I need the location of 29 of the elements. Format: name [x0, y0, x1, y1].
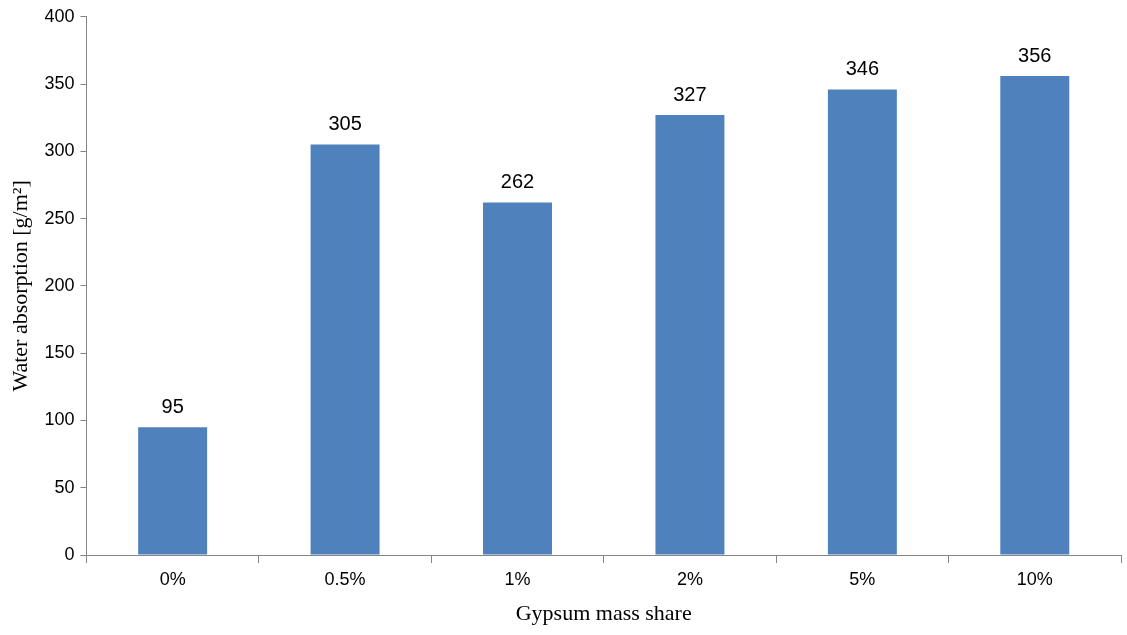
data-label: 327	[673, 82, 707, 105]
y-axis-title: Water absorption [g/m²]	[6, 180, 32, 392]
bar	[655, 115, 725, 555]
data-label: 356	[1018, 43, 1052, 66]
data-label: 262	[500, 169, 535, 192]
bar	[310, 144, 380, 555]
x-tick-label: 10%	[1016, 568, 1053, 589]
x-tick-label: 5%	[849, 568, 876, 589]
bar	[483, 202, 552, 555]
x-tick-label: 0%	[159, 568, 186, 589]
bar	[827, 89, 897, 555]
bar	[138, 427, 208, 555]
y-tick-label: 150	[44, 342, 75, 363]
y-tick-label: 300	[44, 140, 75, 161]
y-tick-label: 50	[54, 476, 75, 497]
data-label: 346	[845, 56, 880, 79]
data-label: 305	[328, 112, 362, 135]
y-tick-label: 400	[44, 5, 75, 26]
x-axis-title: Gypsum mass share	[515, 599, 692, 625]
x-tick-label: 0.5%	[324, 568, 366, 589]
bar	[1000, 76, 1070, 555]
y-tick-label: 200	[44, 274, 75, 295]
x-tick-label: 1%	[504, 568, 531, 589]
y-tick-label: 250	[44, 207, 75, 228]
y-tick-label: 100	[44, 409, 75, 430]
y-tick-label: 0	[64, 543, 75, 564]
y-tick-label: 350	[44, 73, 75, 94]
data-label: 95	[161, 394, 184, 417]
x-tick-label: 2%	[676, 568, 703, 589]
